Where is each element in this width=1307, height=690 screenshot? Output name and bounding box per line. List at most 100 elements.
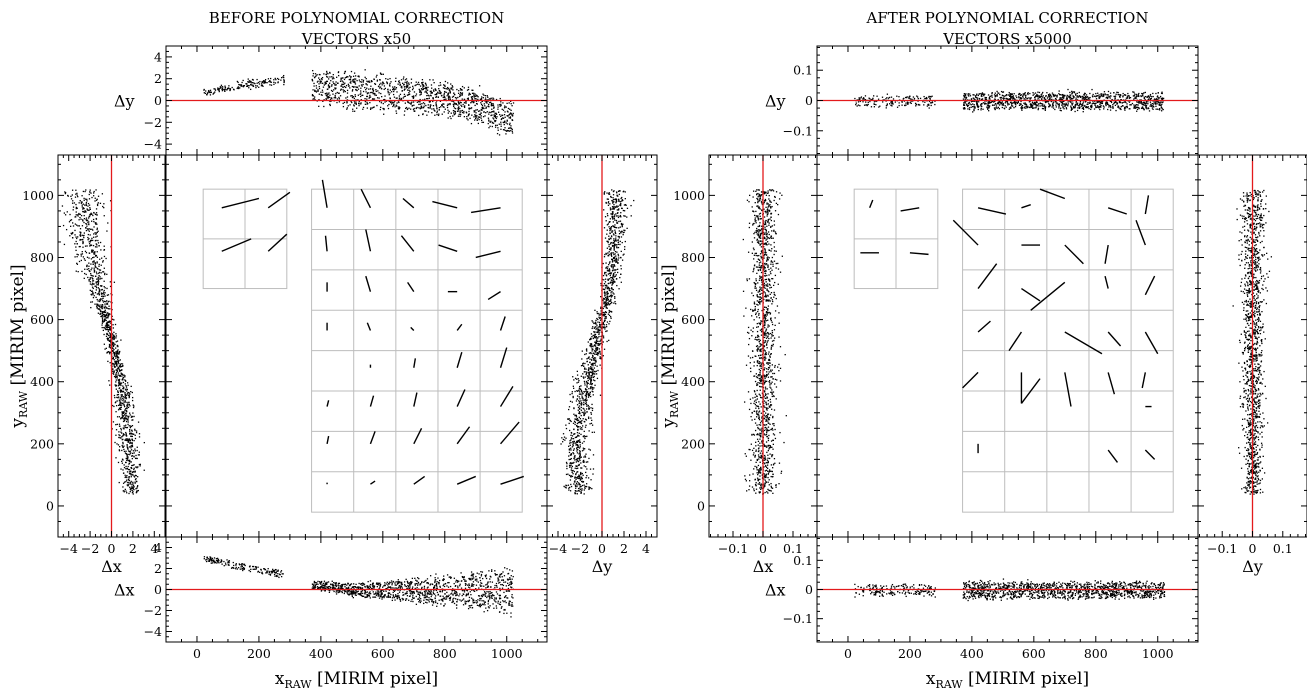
left-residual-point bbox=[92, 275, 94, 277]
right-residual-point bbox=[600, 284, 602, 287]
right-residual-point bbox=[578, 385, 581, 388]
left-residual-point bbox=[121, 458, 124, 460]
bottom-residual-point bbox=[349, 591, 351, 593]
right-residual-point bbox=[603, 283, 606, 285]
bottom-residual-point bbox=[429, 598, 431, 600]
right-residual-point bbox=[577, 446, 579, 448]
left-residual-point bbox=[92, 261, 94, 263]
top-residual-point bbox=[325, 80, 328, 83]
left-residual-point bbox=[78, 212, 80, 215]
right-residual-point bbox=[620, 204, 622, 207]
top-residual-point bbox=[374, 83, 377, 86]
bottom-residual-point bbox=[480, 575, 483, 577]
top-residual-point bbox=[386, 82, 389, 84]
top-residual-point bbox=[440, 95, 443, 97]
top-residual-point bbox=[450, 112, 452, 114]
right-residual-point bbox=[579, 451, 581, 453]
left-residual-point bbox=[122, 412, 125, 415]
bottom-residual-point bbox=[470, 597, 473, 599]
left-residual-point bbox=[75, 249, 77, 252]
left-residual-point bbox=[104, 314, 107, 316]
left-residual-point bbox=[115, 371, 118, 374]
top-residual-point bbox=[449, 92, 451, 94]
left-residual-point bbox=[91, 196, 93, 199]
bottom-residual-point bbox=[215, 558, 218, 560]
left-residual-point bbox=[122, 482, 125, 484]
bottom-residual-point bbox=[449, 598, 451, 600]
left-residual-point bbox=[80, 218, 82, 220]
right-residual-point bbox=[598, 350, 600, 353]
left-residual-point bbox=[128, 415, 130, 418]
left-residual-point bbox=[71, 222, 74, 224]
bottom-residual-point bbox=[468, 584, 470, 586]
bottom-residual-point bbox=[449, 576, 451, 578]
left-residual-point bbox=[95, 289, 97, 291]
top-residual-point bbox=[332, 73, 334, 76]
bottom-residual-point bbox=[442, 584, 444, 587]
bottom-residual-point bbox=[473, 590, 475, 592]
right-residual-point bbox=[583, 493, 585, 495]
bottom-residual-point bbox=[486, 586, 489, 588]
top-residual-point bbox=[461, 93, 463, 95]
top-residual-point bbox=[374, 92, 376, 95]
top-residual-point bbox=[356, 86, 358, 89]
right-residual-point bbox=[604, 326, 606, 328]
left-residual-point bbox=[96, 304, 99, 306]
top-residual-point bbox=[494, 114, 496, 116]
top-residual-point bbox=[400, 99, 403, 101]
left-residual-point bbox=[123, 481, 126, 483]
top-residual-point bbox=[422, 106, 425, 109]
left-residual-point bbox=[106, 303, 109, 305]
bottom-residual-point bbox=[465, 583, 467, 585]
bottom-residual-point bbox=[375, 591, 377, 593]
bottom-residual-point bbox=[436, 586, 438, 588]
bottom-residual-point bbox=[498, 594, 500, 597]
left-residual-point bbox=[101, 322, 104, 324]
left-residual-point bbox=[118, 384, 120, 386]
top-residual-point bbox=[242, 79, 244, 82]
left-residual-point bbox=[78, 245, 80, 248]
bottom-residual-point bbox=[209, 558, 211, 560]
top-residual-point bbox=[369, 88, 372, 90]
top-residual-point bbox=[328, 96, 331, 98]
left-residual-point bbox=[87, 236, 89, 239]
top-residual-point bbox=[342, 105, 345, 108]
top-residual-point bbox=[365, 88, 367, 91]
bottom-residual-point bbox=[502, 584, 505, 587]
bottom-residual-point bbox=[499, 611, 501, 613]
top-residual-point bbox=[442, 96, 444, 99]
bottom-residual-point bbox=[267, 570, 269, 572]
distortion-vector bbox=[326, 435, 330, 444]
left-residual-point bbox=[72, 209, 74, 211]
left-residual-point bbox=[132, 484, 135, 487]
left-residual-point bbox=[86, 245, 88, 247]
top-residual-point bbox=[283, 79, 285, 81]
bottom-residual-point bbox=[314, 584, 316, 586]
left-residual-point bbox=[97, 300, 99, 302]
top-residual-point bbox=[427, 106, 429, 109]
top-residual-point bbox=[206, 92, 209, 94]
left-residual-point bbox=[102, 271, 104, 273]
left-residual-point bbox=[126, 474, 128, 477]
top-residual-point bbox=[248, 81, 250, 83]
bottom-residual-point bbox=[464, 584, 467, 586]
top-residual-point bbox=[443, 95, 445, 98]
left-residual-point bbox=[79, 234, 81, 236]
right-residual-point bbox=[594, 326, 596, 328]
top-residual-point bbox=[226, 87, 229, 90]
bottom-residual-point bbox=[417, 593, 419, 596]
right-residual-point bbox=[612, 194, 615, 196]
bottom-residual-point bbox=[485, 575, 487, 578]
left-residual-point bbox=[129, 426, 132, 429]
bottom-residual-point bbox=[398, 582, 400, 584]
right-residual-point bbox=[570, 467, 573, 469]
bottom-residual-point bbox=[354, 592, 356, 595]
top-residual-point bbox=[322, 86, 325, 88]
left-residual-point bbox=[101, 318, 104, 320]
bottom-residual-point bbox=[428, 590, 431, 592]
left-residual-point bbox=[63, 212, 66, 214]
left-residual-point bbox=[109, 200, 112, 202]
bottom-residual-point bbox=[329, 589, 331, 592]
left-residual-point bbox=[116, 355, 118, 358]
top-residual-point bbox=[499, 103, 501, 106]
